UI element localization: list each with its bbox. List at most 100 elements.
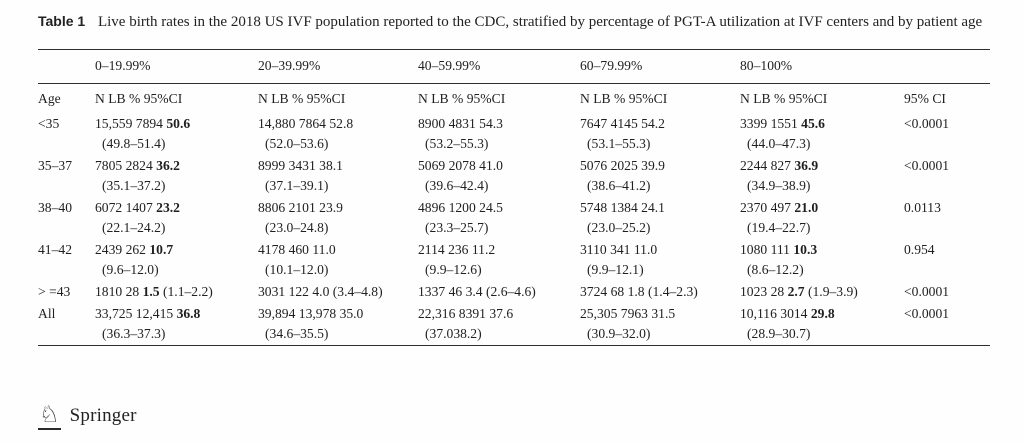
p-value-cell: 0.954 bbox=[904, 242, 935, 257]
stat-values-line: 3399 1551 45.6 bbox=[740, 116, 825, 131]
stat-values-line: 1337 46 3.4 (2.6–4.6) bbox=[418, 284, 536, 299]
stat-cell: 3724 68 1.8 (1.4–2.3) bbox=[580, 282, 740, 302]
stat-values-line: 2244 827 36.9 bbox=[740, 158, 819, 173]
confidence-interval-line: (37.1–39.1) bbox=[265, 178, 329, 193]
confidence-interval-line: (28.9–30.7) bbox=[747, 326, 811, 341]
stat-cell: 2439 262 10.7 (9.6–12.0) bbox=[95, 240, 258, 280]
band-header-0-19: 0–19.99% bbox=[95, 58, 151, 73]
stat-cell: 5748 1384 24.1 (23.0–25.2) bbox=[580, 198, 740, 238]
stat-values-line: 1810 28 1.5 (1.1–2.2) bbox=[95, 284, 213, 299]
stat-cell: 4896 1200 24.5 (23.3–25.7) bbox=[418, 198, 580, 238]
stat-cell: 22,316 8391 37.6 (37.038.2) bbox=[418, 304, 580, 344]
stat-cell: 1080 111 10.3 (8.6–12.2) bbox=[740, 240, 903, 280]
stat-values-line: 39,894 13,978 35.0 bbox=[258, 306, 364, 321]
table-body: <35 15,559 7894 50.6 (49.8–51.4) 14,880 786… bbox=[38, 113, 990, 345]
stat-values-line: 15,559 7894 50.6 bbox=[95, 116, 191, 131]
stat-values-line: 14,880 7864 52.8 bbox=[258, 116, 354, 131]
stat-cell: 8999 3431 38.1 (37.1–39.1) bbox=[258, 156, 418, 196]
stat-cell: 15,559 7894 50.6 (49.8–51.4) bbox=[95, 114, 258, 154]
stat-column-header: N LB % 95%CI bbox=[740, 91, 828, 106]
stat-values-line: 4178 460 11.0 bbox=[258, 242, 336, 257]
stat-cell: 25,305 7963 31.5 (30.9–32.0) bbox=[580, 304, 740, 344]
confidence-interval-line: (23.0–24.8) bbox=[265, 220, 329, 235]
confidence-interval-line: (53.1–55.3) bbox=[587, 136, 651, 151]
stat-cell: 10,116 3014 29.8 (28.9–30.7) bbox=[740, 304, 903, 344]
table-rule-top bbox=[38, 49, 990, 50]
stat-values-line: 6072 1407 23.2 bbox=[95, 200, 180, 215]
band-header-row: 0–19.99% 20–39.99% 40–59.99% 60–79.99% 8… bbox=[38, 50, 990, 83]
stat-cell: 5069 2078 41.0 (39.6–42.4) bbox=[418, 156, 580, 196]
stat-cell: 14,880 7864 52.8 (52.0–53.6) bbox=[258, 114, 418, 154]
confidence-interval-line: (34.9–38.9) bbox=[747, 178, 811, 193]
table-label: Table 1 bbox=[38, 13, 86, 29]
stat-values-line: 4896 1200 24.5 bbox=[418, 200, 503, 215]
stat-column-header: N LB % 95%CI bbox=[258, 91, 346, 106]
confidence-interval-line: (23.3–25.7) bbox=[425, 220, 489, 235]
confidence-interval-line: (37.038.2) bbox=[425, 326, 482, 341]
confidence-interval-line: (52.0–53.6) bbox=[265, 136, 329, 151]
table-1: 0–19.99% 20–39.99% 40–59.99% 60–79.99% 8… bbox=[38, 49, 990, 346]
stat-cell: 5076 2025 39.9 (38.6–41.2) bbox=[580, 156, 740, 196]
stat-values-line: 5076 2025 39.9 bbox=[580, 158, 665, 173]
stat-cell: 33,725 12,415 36.8 (36.3–37.3) bbox=[95, 304, 258, 344]
age-column-header: Age bbox=[38, 91, 61, 106]
age-cell: 41–42 bbox=[38, 242, 72, 257]
table-row: 35–37 7805 2824 36.2 (35.1–37.2) 8999 3431 … bbox=[38, 155, 990, 197]
stat-cell: 1810 28 1.5 (1.1–2.2) bbox=[95, 282, 258, 302]
confidence-interval-line: (8.6–12.2) bbox=[747, 262, 804, 277]
table-row: > =43 1810 28 1.5 (1.1–2.2) 3031 122 4.0 (… bbox=[38, 281, 990, 303]
stat-cell: 3399 1551 45.6 (44.0–47.3) bbox=[740, 114, 903, 154]
table-row: 38–40 6072 1407 23.2 (22.1–24.2) 8806 2101 … bbox=[38, 197, 990, 239]
springer-knight-icon: ♘ bbox=[38, 401, 61, 430]
confidence-interval-line: (22.1–24.2) bbox=[102, 220, 166, 235]
band-header-40-59: 40–59.99% bbox=[418, 58, 481, 73]
table-caption: Table 1 Live birth rates in the 2018 US … bbox=[38, 10, 990, 33]
stat-values-line: 33,725 12,415 36.8 bbox=[95, 306, 201, 321]
column-header-row: Age N LB % 95%CI N LB % 95%CI N LB % 95%… bbox=[38, 84, 990, 113]
stat-cell: 2370 497 21.0 (19.4–22.7) bbox=[740, 198, 903, 238]
table-rule-mid bbox=[38, 83, 990, 84]
confidence-interval-line: (9.9–12.1) bbox=[587, 262, 644, 277]
stat-values-line: 5069 2078 41.0 bbox=[418, 158, 503, 173]
p-value-cell: <0.0001 bbox=[904, 306, 950, 321]
stat-values-line: 8999 3431 38.1 bbox=[258, 158, 343, 173]
stat-values-line: 2439 262 10.7 bbox=[95, 242, 174, 257]
stat-values-line: 22,316 8391 37.6 bbox=[418, 306, 514, 321]
confidence-interval-line: (23.0–25.2) bbox=[587, 220, 651, 235]
band-header-80-100: 80–100% bbox=[740, 58, 793, 73]
stat-cell: 6072 1407 23.2 (22.1–24.2) bbox=[95, 198, 258, 238]
stat-cell: 7805 2824 36.2 (35.1–37.2) bbox=[95, 156, 258, 196]
band-header-20-39: 20–39.99% bbox=[258, 58, 321, 73]
stat-cell: 4178 460 11.0 (10.1–12.0) bbox=[258, 240, 418, 280]
confidence-interval-line: (44.0–47.3) bbox=[747, 136, 811, 151]
stat-cell: 3031 122 4.0 (3.4–4.8) bbox=[258, 282, 418, 302]
age-cell: > =43 bbox=[38, 284, 71, 299]
confidence-interval-line: (53.2–55.3) bbox=[425, 136, 489, 151]
stat-values-line: 1080 111 10.3 bbox=[740, 242, 818, 257]
stat-cell: 39,894 13,978 35.0 (34.6–35.5) bbox=[258, 304, 418, 344]
age-cell: <35 bbox=[38, 116, 60, 131]
p-value-cell: <0.0001 bbox=[904, 116, 950, 131]
stat-values-line: 8806 2101 23.9 bbox=[258, 200, 343, 215]
stat-values-line: 10,116 3014 29.8 bbox=[740, 306, 835, 321]
stat-values-line: 3110 341 11.0 bbox=[580, 242, 658, 257]
confidence-interval-line: (49.8–51.4) bbox=[102, 136, 166, 151]
confidence-interval-line: (36.3–37.3) bbox=[102, 326, 166, 341]
p-value-cell: <0.0001 bbox=[904, 284, 950, 299]
confidence-interval-line: (30.9–32.0) bbox=[587, 326, 651, 341]
stat-values-line: 3031 122 4.0 (3.4–4.8) bbox=[258, 284, 383, 299]
table-row: <35 15,559 7894 50.6 (49.8–51.4) 14,880 786… bbox=[38, 113, 990, 155]
stat-cell: 7647 4145 54.2 (53.1–55.3) bbox=[580, 114, 740, 154]
stat-cell: 2244 827 36.9 (34.9–38.9) bbox=[740, 156, 903, 196]
stat-values-line: 1023 28 2.7 (1.9–3.9) bbox=[740, 284, 858, 299]
band-header-spacer-right bbox=[903, 56, 990, 76]
stat-column-header: N LB % 95%CI bbox=[418, 91, 506, 106]
stat-values-line: 7647 4145 54.2 bbox=[580, 116, 665, 131]
stat-values-line: 2114 236 11.2 bbox=[418, 242, 496, 257]
table-row: 41–42 2439 262 10.7 (9.6–12.0) 4178 460 11.… bbox=[38, 239, 990, 281]
age-cell: 38–40 bbox=[38, 200, 72, 215]
confidence-interval-line: (10.1–12.0) bbox=[265, 262, 329, 277]
pvalue-column-header: 95% CI bbox=[904, 91, 946, 106]
stat-cell: 1337 46 3.4 (2.6–4.6) bbox=[418, 282, 580, 302]
